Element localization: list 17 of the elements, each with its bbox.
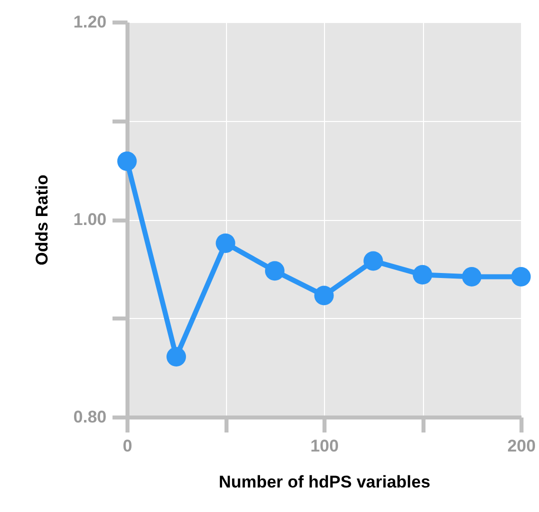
point bbox=[216, 233, 236, 253]
point bbox=[511, 267, 531, 287]
point bbox=[166, 347, 186, 366]
point bbox=[412, 265, 432, 285]
point bbox=[364, 251, 383, 271]
y-axis-title: Odds Ratio bbox=[32, 174, 52, 266]
point bbox=[462, 267, 482, 287]
x-tick-label: 200 bbox=[507, 436, 536, 456]
y-tick-label: 0.80 bbox=[73, 408, 106, 426]
point bbox=[117, 152, 137, 171]
x-tick-label: 100 bbox=[310, 436, 339, 456]
point bbox=[265, 261, 284, 281]
y-tick-label: 1.20 bbox=[73, 12, 106, 32]
x-tick-label: 0 bbox=[122, 436, 132, 456]
y-tick-label: 1.00 bbox=[73, 210, 106, 229]
point bbox=[314, 286, 334, 306]
x-axis-title: Number of hdPS variables bbox=[218, 472, 430, 492]
